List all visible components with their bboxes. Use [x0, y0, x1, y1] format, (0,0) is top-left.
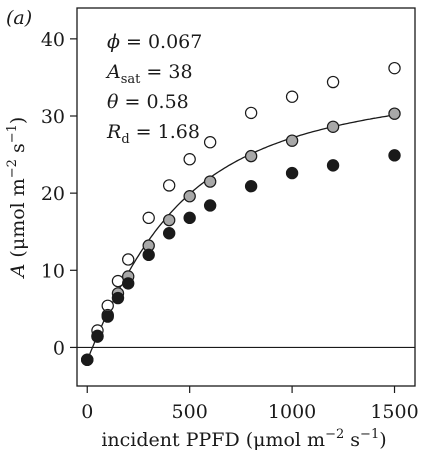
x-tick-label: 0	[81, 401, 93, 423]
y-tick-label: 20	[41, 183, 65, 205]
data-point-gray	[388, 107, 401, 120]
x-tick-label: 1500	[370, 401, 418, 423]
data-point-open	[203, 136, 217, 149]
data-point-filled	[244, 179, 258, 193]
x-axis-ticks: 0 500 1000 1500	[81, 386, 419, 423]
data-point-open	[162, 179, 176, 192]
parameter-label: θ = 0.58	[107, 91, 189, 113]
parameter-label: Asat = 38	[105, 61, 193, 87]
data-point-filled	[388, 149, 401, 162]
y-tick-label: 0	[53, 337, 65, 359]
data-point-filled	[122, 277, 135, 290]
data-point-open	[326, 75, 340, 89]
x-tick-label: 500	[172, 401, 208, 423]
data-point-gray	[162, 213, 176, 227]
data-point-open	[183, 152, 196, 166]
parameter-label: Rd = 1.68	[106, 121, 200, 147]
data-point-filled	[285, 166, 299, 180]
data-point-filled	[203, 199, 217, 212]
data-point-gray	[326, 120, 340, 134]
x-tick-label: 1000	[268, 401, 316, 423]
data-point-open	[244, 106, 258, 120]
data-point-filled	[162, 227, 176, 240]
data-point-gray	[183, 190, 196, 203]
data-point-open	[388, 61, 401, 75]
data-point-gray	[285, 134, 299, 147]
data-point-filled	[91, 329, 104, 343]
parameter-label: ϕ = 0.067	[107, 31, 202, 53]
data-point-open	[285, 90, 299, 103]
data-point-filled	[111, 291, 125, 305]
data-point-gray	[203, 175, 217, 188]
plot-frame	[76, 7, 416, 387]
data-point-filled	[101, 310, 114, 323]
data-point-open	[122, 253, 135, 266]
data-points	[81, 61, 401, 366]
parameter-annotations: ϕ = 0.067 Asat = 38 θ = 0.58 Rd = 1.68	[105, 31, 202, 147]
y-axis-title: A (μmol m−2 s−1)	[5, 117, 29, 280]
panel-label: (a)	[6, 7, 32, 29]
data-point-filled	[81, 353, 94, 366]
x-axis-title: incident PPFD (μmol m−2 s−1)	[101, 427, 386, 451]
data-point-filled	[142, 248, 155, 262]
fit-curve	[86, 114, 395, 361]
y-tick-label: 10	[41, 260, 65, 282]
y-tick-label: 40	[41, 29, 65, 51]
y-axis-ticks: 0 10 20 30 40	[41, 29, 77, 359]
y-tick-label: 30	[41, 106, 65, 128]
data-point-open	[142, 211, 155, 225]
data-point-filled	[326, 159, 340, 172]
data-point-open	[111, 274, 125, 288]
data-point-gray	[244, 149, 258, 163]
data-point-filled	[183, 211, 196, 225]
